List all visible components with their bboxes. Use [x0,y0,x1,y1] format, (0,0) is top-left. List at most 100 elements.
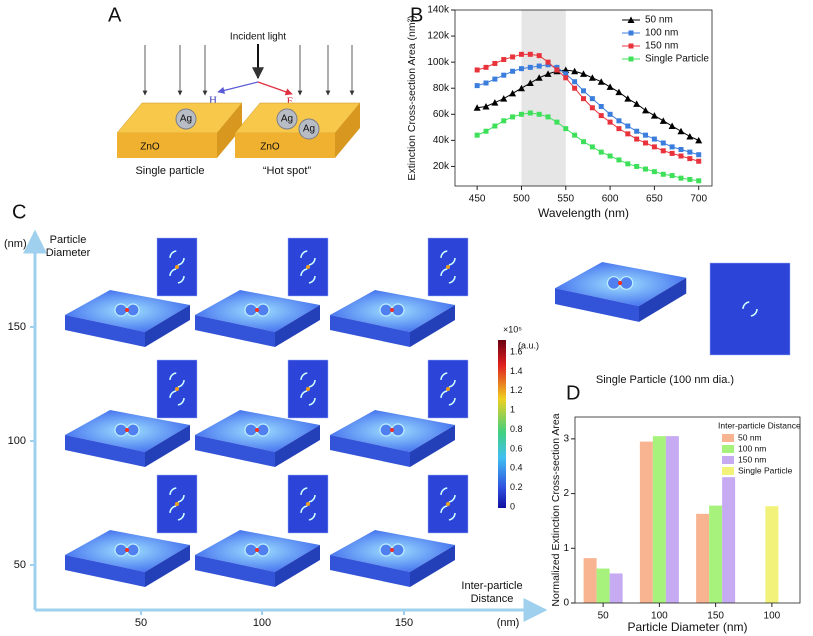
sim-block-side [639,277,687,322]
marker [616,126,622,132]
hot-spot [306,387,310,391]
particle-label: Ag [303,124,315,135]
sim-block-side [275,305,320,347]
x-axis-label: Particle Diameter (nm) [627,620,747,634]
hot-spot [390,308,394,312]
marker [483,128,489,134]
marker [687,176,693,182]
tick-label: 50 [135,617,147,629]
slab-side [217,103,242,158]
e-label: E [287,96,294,108]
x-tick-label: 650 [646,194,663,205]
sim-block-side [275,425,320,467]
marker [634,163,640,169]
hot-spot [306,502,310,506]
tick-label: 100 [8,435,26,447]
marker [696,178,702,184]
panel-label: D [566,382,580,404]
colorbar [498,340,506,508]
field-lobe [440,268,456,284]
marker [589,105,595,111]
hot-spot [175,387,179,391]
marker [696,152,702,158]
y-tick-label: 40k [433,135,450,146]
hot-spot [175,265,179,269]
marker [615,88,623,96]
sim-block-side [145,305,190,347]
panel-label: C [12,201,26,223]
caption: Single particle [135,165,204,177]
legend-label: 50 nm [645,15,673,26]
hot-spot [125,548,129,552]
particle-label: Ag [180,114,192,125]
sim-block-front [555,288,639,322]
marker [643,132,649,138]
e-arrow [257,81,293,96]
marker [677,127,685,135]
legend-label: 100 nm [645,28,678,39]
slab-side [335,103,360,158]
marker [660,140,666,146]
hot-spot [125,428,129,432]
marker [536,63,542,69]
sim-block-front [330,315,410,347]
marker [501,72,507,78]
marker [482,102,490,110]
legend-label: Single Particle [645,54,709,65]
h-arrow [217,81,259,94]
field-lobe [169,390,185,406]
marker [607,119,613,125]
h-label: H [209,95,217,107]
marker [572,132,578,138]
marker [696,158,702,164]
sim-block-front [330,435,410,467]
marker [660,171,666,177]
marker [562,66,570,73]
marker [589,96,595,102]
marker [625,123,631,129]
marker [536,111,542,117]
marker [589,144,595,150]
marker [501,118,507,124]
marker [545,59,551,65]
caption: “Hot spot” [263,165,312,177]
sim-block-front [65,435,145,467]
hot-spot [306,265,310,269]
marker [483,80,489,86]
y-tick-label: 100k [427,57,450,68]
marker [572,79,578,85]
sim-block-front [65,315,145,347]
silver-particle [175,108,197,130]
marker [625,161,631,167]
sim-block-side [410,425,455,467]
field-lobe [169,487,185,503]
bar [596,568,610,603]
y-tick-label: 20k [433,161,450,172]
x-tick-label: 50 [598,611,610,622]
marker [669,173,675,179]
hot-spot [390,548,394,552]
sim-block-front [65,555,145,587]
axis-unit: (nm) [4,238,27,250]
marker [678,153,684,159]
field-lobe [169,268,185,284]
tick-label: 100 [253,617,271,629]
panel-label: B [410,4,423,26]
marker [518,66,524,72]
legend-swatch [722,434,734,442]
sim-block-front [195,435,275,467]
y-tick-label: 80k [433,83,450,94]
marker [545,114,551,120]
marker [473,104,481,111]
field-lobe [300,390,316,406]
field-lobe [440,250,456,266]
marker [474,83,480,89]
legend-swatch [722,456,734,464]
bar [765,506,779,603]
field-map [709,262,791,356]
field-lobe [300,505,316,521]
legend-marker [628,43,634,49]
legend-marker [628,56,634,62]
y-axis-label: Normalized Extinction Cross-section Area [550,413,562,606]
hot-spot [255,308,259,312]
